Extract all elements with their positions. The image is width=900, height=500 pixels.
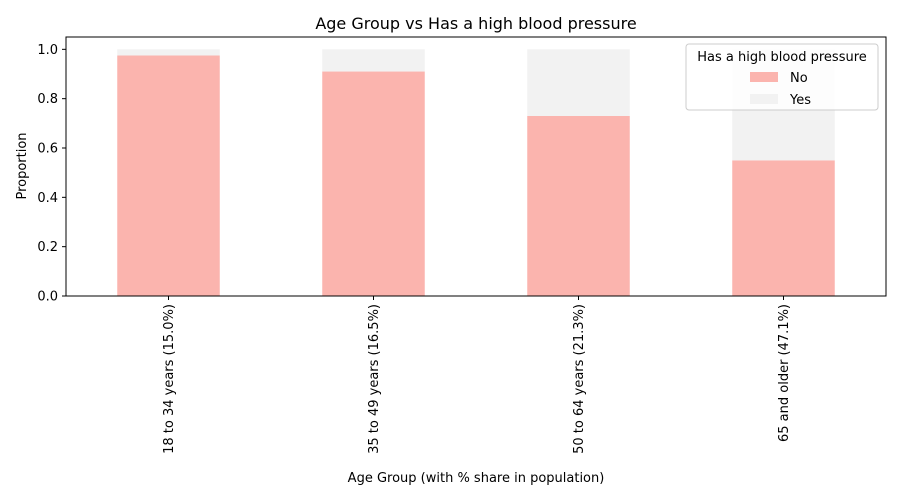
legend-swatch-no (750, 72, 778, 82)
x-tick-label: 50 to 64 years (21.3%) (572, 304, 587, 454)
y-tick-label: 0.6 (37, 142, 58, 157)
y-tick-label: 1.0 (37, 43, 58, 58)
x-tick-label: 18 to 34 years (15.0%) (162, 304, 177, 454)
y-tick-label: 0.4 (37, 191, 58, 206)
x-tick-label: 65 and older (47.1%) (777, 304, 792, 442)
legend-title: Has a high blood pressure (697, 50, 867, 65)
y-tick-label: 0.8 (37, 92, 58, 107)
x-axis-label: Age Group (with % share in population) (348, 471, 605, 486)
bar-yes-0 (117, 49, 220, 56)
legend-label-yes: Yes (789, 93, 811, 108)
bar-no-2 (527, 115, 630, 296)
legend-label-no: No (790, 71, 808, 86)
x-tick-label: 35 to 49 years (16.5%) (367, 304, 382, 454)
y-axis: 0.0 0.2 0.4 0.6 0.8 1.0 (37, 43, 66, 305)
bar-yes-2 (527, 49, 630, 116)
plot-frame (65, 36, 887, 297)
bar-no-0 (117, 55, 220, 296)
y-axis-label: Proportion (15, 132, 30, 199)
legend: Has a high blood pressure No Yes (685, 43, 879, 111)
bar-no-3 (732, 160, 835, 296)
bar-no-1 (322, 71, 425, 297)
y-tick-label: 0.0 (37, 290, 58, 305)
legend-swatch-yes (750, 94, 778, 104)
legend-box (685, 43, 879, 111)
y-tick-label: 0.2 (37, 240, 58, 255)
x-axis: 18 to 34 years (15.0%) 35 to 49 years (16… (162, 296, 792, 454)
chart-title: Age Group vs Has a high blood pressure (315, 14, 636, 33)
bar-yes-1 (322, 49, 425, 72)
